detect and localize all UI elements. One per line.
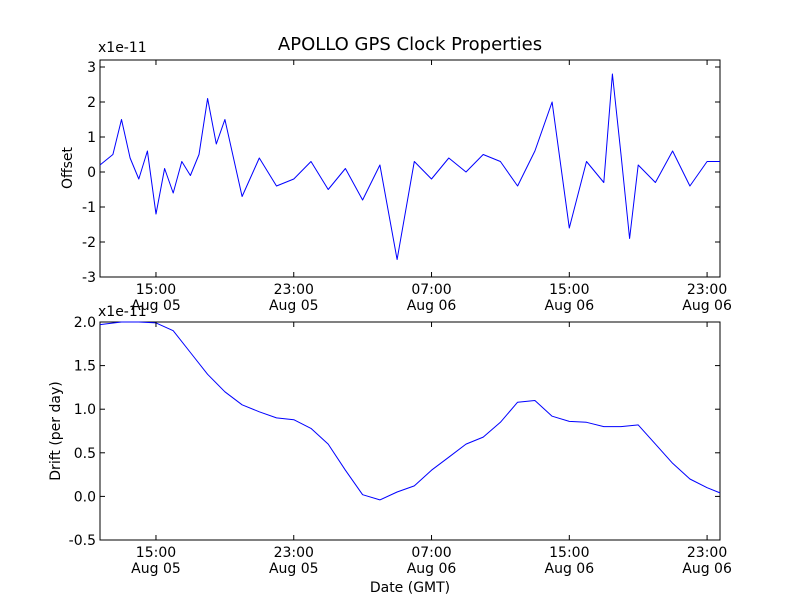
drift-y-tick-label: 1.0 — [74, 402, 96, 418]
offset-y-axis-label: Offset — [60, 146, 76, 189]
offset-x-tick-time-label: 23:00 — [687, 282, 727, 298]
drift-series — [99, 321, 721, 501]
drift-x-tick-date-label: Aug 05 — [269, 561, 319, 577]
x-axis-label: Date (GMT) — [370, 580, 450, 596]
drift-y-ticks: -0.5 0.0 0.5 1.0 1.5 2.0 — [69, 315, 720, 549]
drift-x-tick-time-label: 07:00 — [411, 545, 451, 561]
offset-y-tick-label: -3 — [82, 270, 96, 286]
offset-series-line-0 — [99, 73, 720, 260]
offset-x-tick-date-label: Aug 06 — [682, 298, 732, 314]
offset-plot-area — [99, 59, 721, 278]
offset-y-multiplier: x1e-11 — [98, 40, 147, 56]
offset-y-tick-label: 2 — [87, 95, 96, 111]
offset-series — [99, 73, 720, 260]
offset-y-tick-label: 3 — [87, 60, 96, 76]
drift-series-line-0 — [99, 321, 721, 501]
drift-x-tick-time-label: 23:00 — [274, 545, 314, 561]
drift-x-tick-time-label: 15:00 — [549, 545, 589, 561]
drift-x-tick-date-label: Aug 06 — [682, 561, 732, 577]
offset-y-tick-label: 0 — [87, 165, 96, 181]
drift-x-tick-date-label: Aug 05 — [131, 561, 181, 577]
offset-y-ticks: -3 -2 -1 0 1 2 3 — [82, 60, 720, 286]
offset-x-tick-date-label: Aug 05 — [269, 298, 319, 314]
drift-plot-area — [99, 321, 721, 541]
drift-x-tick-date-label: Aug 06 — [545, 561, 595, 577]
drift-y-tick-label: 0.5 — [74, 446, 96, 462]
offset-x-tick-date-label: Aug 05 — [131, 298, 181, 314]
drift-y-tick-label: 1.5 — [74, 359, 96, 375]
drift-x-tick-time-label: 15:00 — [136, 545, 176, 561]
offset-x-tick-date-label: Aug 06 — [407, 298, 457, 314]
offset-x-tick-time-label: 15:00 — [549, 282, 589, 298]
drift-y-tick-label: 2.0 — [74, 315, 96, 331]
offset-y-tick-label: 1 — [87, 130, 96, 146]
offset-x-tick-time-label: 07:00 — [411, 282, 451, 298]
offset-x-tick-date-label: Aug 06 — [545, 298, 595, 314]
offset-x-tick-time-label: 15:00 — [136, 282, 176, 298]
offset-y-tick-label: -1 — [82, 200, 96, 216]
chart-title: APOLLO GPS Clock Properties — [278, 34, 542, 55]
drift-x-tick-date-label: Aug 06 — [407, 561, 457, 577]
drift-y-tick-label: 0.0 — [74, 489, 96, 505]
offset-y-tick-label: -2 — [82, 235, 96, 251]
drift-y-axis-label: Drift (per day) — [48, 381, 64, 480]
drift-x-tick-time-label: 23:00 — [687, 545, 727, 561]
drift-y-multiplier: x1e-11 — [98, 304, 147, 320]
offset-x-tick-time-label: 23:00 — [274, 282, 314, 298]
drift-y-tick-label: -0.5 — [69, 533, 96, 549]
